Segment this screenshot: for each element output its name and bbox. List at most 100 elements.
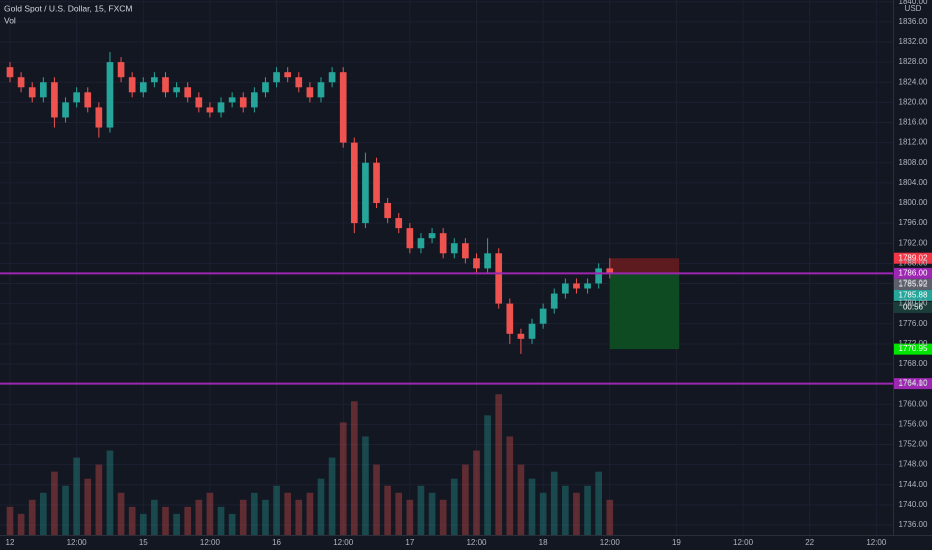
candle-body (573, 283, 580, 289)
y-tick-label: 1784.00 (899, 279, 928, 288)
candle-body (328, 72, 336, 83)
volume-bar (173, 513, 180, 535)
x-tick-label: 16 (272, 538, 281, 547)
candle-body (73, 92, 80, 103)
volume-bar (428, 492, 436, 535)
x-tick-label: 18 (539, 538, 548, 547)
x-tick-label: 15 (139, 538, 148, 547)
candle-body (217, 102, 225, 113)
volume-bar (206, 492, 214, 535)
volume-bar (317, 478, 325, 535)
volume-bar (462, 464, 469, 535)
candle-body (506, 303, 514, 334)
candle-body (395, 218, 403, 229)
volume-bar (195, 499, 203, 535)
volume-bar (384, 485, 391, 535)
candle-body (139, 82, 147, 93)
candle-body (151, 77, 158, 83)
volume-bar (184, 506, 192, 535)
volume-bar (517, 464, 525, 535)
candle-body (51, 82, 58, 118)
x-tick-label: 12:00 (333, 538, 354, 547)
price-tag (894, 289, 932, 301)
candle-body (273, 72, 280, 83)
volume-bar (284, 492, 292, 535)
y-tick-label: 1760.00 (899, 399, 928, 408)
volume-bar (339, 422, 347, 535)
y-tick-label: 1832.00 (899, 37, 928, 46)
volume-bar (273, 485, 280, 535)
candle-body (428, 233, 436, 239)
candle-body (195, 97, 203, 108)
candle-body (473, 258, 480, 269)
candle-body (595, 268, 602, 284)
volume-bar (395, 492, 403, 535)
volume-bar (350, 401, 358, 535)
volume-bar (484, 415, 491, 535)
volume-bar (450, 478, 458, 535)
candle-body (517, 333, 525, 339)
candle-body (550, 293, 558, 309)
countdown: 00:56 (903, 303, 924, 312)
stop-zone (609, 258, 680, 274)
candle-body (62, 102, 69, 118)
candle-body (384, 202, 391, 219)
candle-body (362, 162, 369, 224)
y-tick-label: 1840.00 (899, 0, 928, 6)
price-tag (894, 278, 932, 290)
volume-bar (506, 436, 514, 535)
volume-bar (62, 485, 69, 535)
candle-body (317, 82, 325, 98)
candle-body (462, 243, 469, 259)
x-tick-label: 12:00 (200, 538, 221, 547)
y-tick-label: 1740.00 (899, 500, 928, 509)
volume-bar (106, 450, 114, 535)
candle-body (262, 82, 269, 93)
price-tag-label: 1770.95 (899, 344, 928, 353)
y-tick-label: 1824.00 (899, 77, 928, 86)
candle-body (495, 253, 503, 304)
y-tick-label: 1808.00 (899, 158, 928, 167)
candle-body (350, 142, 358, 224)
chart-title: Gold Spot / U.S. Dollar, 15, FXCM (4, 3, 133, 13)
volume-bar (473, 450, 480, 535)
volume-bar (162, 506, 169, 535)
y-tick-label: 1828.00 (899, 57, 928, 66)
volume-bar (373, 464, 380, 535)
candle-body (117, 62, 125, 78)
volume-bar (539, 492, 547, 535)
candle-body (406, 228, 414, 249)
y-tick-label: 1768.00 (899, 359, 928, 368)
x-tick-label: 12:00 (67, 538, 88, 547)
y-tick-label: 1736.00 (899, 520, 928, 529)
volume-bar (595, 471, 602, 535)
x-tick-label: 22 (805, 538, 814, 547)
y-tick-label: 1812.00 (899, 138, 928, 147)
volume-bar (562, 485, 569, 535)
x-tick-label: 12:00 (466, 538, 487, 547)
candle-body (95, 107, 103, 128)
volume-bar (606, 499, 614, 535)
x-tick-label: 12:00 (733, 538, 754, 547)
volume-bar (251, 492, 258, 535)
volume-bar (117, 492, 125, 535)
y-tick-label: 1788.00 (899, 258, 928, 267)
volume-bar (417, 485, 425, 535)
price-tag-label: 1764.10 (899, 379, 928, 388)
candle-body (251, 92, 258, 108)
volume-bar (528, 478, 536, 535)
volume-bar (228, 513, 236, 535)
volume-bar (362, 436, 369, 535)
volume-bar (73, 457, 80, 535)
y-tick-label: 1776.00 (899, 319, 928, 328)
candle-body (106, 62, 114, 128)
candle-body (484, 253, 491, 269)
price-tag-label: 1785.88 (899, 291, 928, 300)
y-tick-label: 1820.00 (899, 97, 928, 106)
x-tick-label: 17 (405, 538, 414, 547)
volume-label: Vol (4, 15, 16, 25)
y-tick-label: 1796.00 (899, 218, 928, 227)
y-tick-label: 1764.00 (899, 379, 928, 388)
candle-body (528, 323, 536, 339)
